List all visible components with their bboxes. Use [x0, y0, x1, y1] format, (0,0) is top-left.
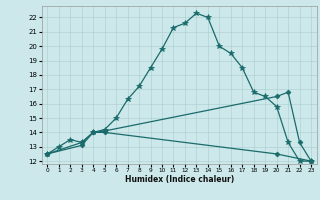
X-axis label: Humidex (Indice chaleur): Humidex (Indice chaleur) — [124, 175, 234, 184]
